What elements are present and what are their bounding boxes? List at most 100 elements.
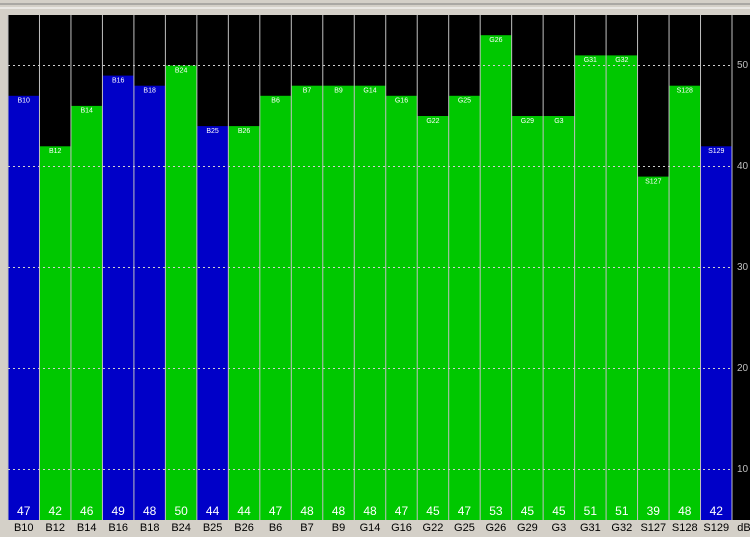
bar-name: B14 [80, 108, 93, 115]
x-tick-label: S129 [703, 522, 729, 534]
bar-name: B7 [303, 88, 312, 95]
value-label: 48 [143, 504, 157, 518]
x-tick-label: B7 [300, 522, 313, 534]
x-tick-label: B18 [140, 522, 160, 534]
value-label: 49 [111, 504, 125, 518]
bar-name: G14 [363, 88, 376, 95]
value-label: 47 [17, 504, 31, 518]
bar [291, 85, 323, 520]
bar [354, 85, 386, 520]
value-label: 44 [237, 504, 251, 518]
x-tick-label: G16 [391, 522, 412, 534]
bar [700, 146, 732, 521]
y-tick-label: 20 [737, 363, 749, 374]
value-label: 48 [363, 504, 377, 518]
bar [480, 35, 512, 520]
x-tick-label: B25 [203, 522, 223, 534]
bar-name: G3 [554, 118, 563, 125]
unit-label: dB [737, 522, 750, 534]
bar [606, 55, 638, 521]
y-tick-label: 10 [737, 464, 749, 475]
bar [322, 85, 355, 520]
bar [669, 85, 701, 520]
x-tick-label: B16 [108, 522, 128, 534]
bar-name: B25 [206, 128, 219, 135]
bar-name: B18 [143, 88, 156, 95]
bar-name: S128 [677, 88, 693, 95]
bar [39, 146, 71, 521]
bar [511, 116, 544, 520]
bar [385, 95, 418, 521]
value-label: 42 [49, 504, 63, 518]
x-tick-label: B26 [234, 522, 254, 534]
value-label: 50 [174, 504, 188, 518]
x-tick-label: S128 [672, 522, 698, 534]
bar-name: B16 [112, 77, 125, 84]
value-label: 44 [206, 504, 220, 518]
bar-name: G16 [395, 98, 408, 105]
bar [637, 176, 670, 520]
bar [228, 126, 260, 520]
value-label: 53 [489, 504, 503, 518]
x-tick-label: G14 [360, 522, 381, 534]
x-tick-label: B6 [269, 522, 282, 534]
x-tick-label: B24 [171, 522, 191, 534]
x-tick-label: B9 [332, 522, 345, 534]
bar [196, 126, 229, 520]
value-label: 42 [710, 504, 724, 518]
bar-name: B9 [334, 88, 343, 95]
value-label: 47 [395, 504, 409, 518]
bar-name: B24 [175, 67, 188, 74]
value-label: 47 [458, 504, 472, 518]
x-tick-label: G25 [454, 522, 475, 534]
x-tick-label: G31 [580, 522, 601, 534]
bar [543, 116, 575, 520]
value-label: 45 [552, 504, 566, 518]
value-label: 45 [521, 504, 535, 518]
x-tick-label: B12 [45, 522, 65, 534]
value-label: 45 [426, 504, 440, 518]
x-tick-label: G26 [486, 522, 507, 534]
x-tick-label: G22 [423, 522, 444, 534]
bar-name: B26 [238, 128, 251, 135]
bar-name: G31 [584, 57, 597, 64]
x-tick-label: B10 [14, 522, 34, 534]
value-label: 48 [332, 504, 346, 518]
bar [102, 75, 134, 520]
x-tick-label: G32 [611, 522, 632, 534]
bar-name: G22 [426, 118, 439, 125]
x-tick-label: G3 [552, 522, 567, 534]
bar [8, 95, 40, 521]
value-label: 48 [300, 504, 314, 518]
x-tick-label: G29 [517, 522, 538, 534]
bar [417, 116, 449, 520]
y-tick-label: 50 [737, 60, 749, 71]
bar-name: B12 [49, 148, 62, 155]
bar-name: B10 [18, 98, 31, 105]
bar-name: G32 [615, 57, 628, 64]
bar [70, 105, 103, 521]
value-label: 46 [80, 504, 94, 518]
value-label: 47 [269, 504, 283, 518]
bar-name: G29 [521, 118, 534, 125]
bar-name: B6 [271, 98, 280, 105]
y-tick-label: 40 [737, 161, 749, 172]
bar-name: S127 [645, 178, 661, 185]
bar [259, 95, 292, 521]
value-label: 48 [678, 504, 692, 518]
bar-name: S129 [708, 148, 724, 155]
bar [574, 55, 607, 521]
y-tick-label: 30 [737, 262, 749, 273]
bar [133, 85, 166, 520]
value-label: 51 [615, 504, 629, 518]
bar [448, 95, 481, 521]
x-tick-label: B14 [77, 522, 97, 534]
bar [165, 65, 197, 520]
value-label: 39 [647, 504, 661, 518]
x-tick-label: S127 [640, 522, 666, 534]
bar-name: G26 [489, 37, 502, 44]
bar-name: G25 [458, 98, 471, 105]
value-label: 51 [584, 504, 598, 518]
